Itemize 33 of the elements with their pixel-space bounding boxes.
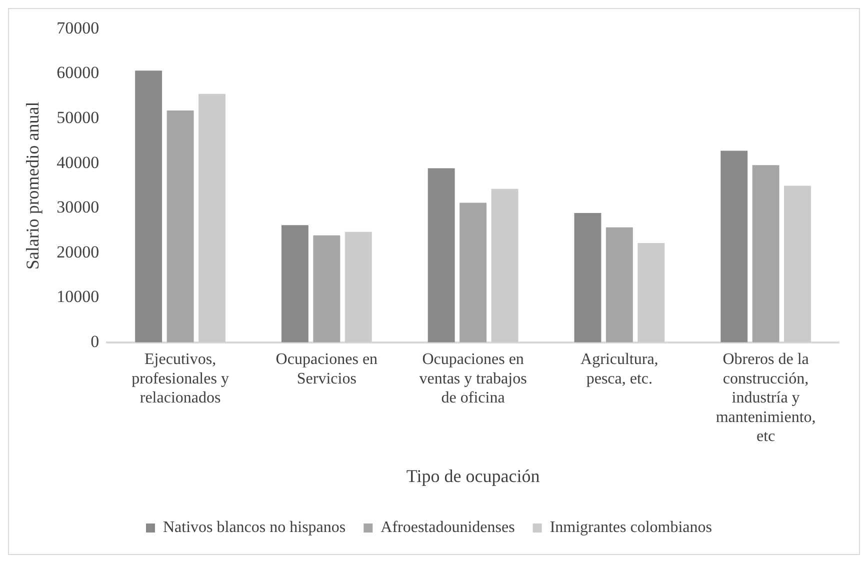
bar: [313, 235, 340, 342]
x-tick-label: Ocupaciones en Servicios: [276, 351, 378, 388]
bar: [428, 168, 455, 342]
legend-label: Afroestadounidenses: [380, 519, 515, 536]
legend-label: Nativos blancos no hispanos: [162, 519, 346, 536]
x-tick-label: Ejecutivos, profesionales y relacionados: [132, 351, 229, 407]
bar: [784, 186, 812, 342]
y-tick-label: 50000: [56, 108, 100, 128]
y-axis-title: Salario promedio anual: [22, 102, 43, 270]
x-tick-label: Agricultura, pesca, etc.: [580, 351, 658, 388]
legend-label: Inmigrantes colombianos: [550, 519, 712, 536]
bar: [638, 243, 665, 342]
bar: [606, 227, 633, 342]
bar: [574, 213, 602, 342]
bar: [135, 70, 162, 342]
x-axis-title: Tipo de ocupación: [406, 466, 540, 486]
bar: [752, 165, 780, 342]
x-tick-label: Obreros de la construcción, industría y mantenimiento, etc: [716, 351, 816, 446]
y-tick-label: 30000: [56, 198, 100, 217]
y-tick-label: 70000: [56, 18, 100, 38]
bar: [344, 232, 372, 342]
bar: [460, 202, 487, 342]
bar: [720, 150, 748, 342]
bar: [166, 110, 194, 342]
x-tick-label: Ocupaciones en ventas y trabajos de oficina: [419, 351, 527, 407]
y-tick-label: 0: [90, 332, 100, 351]
bar: [281, 225, 308, 342]
y-tick-label: 60000: [56, 63, 100, 82]
bar: [198, 94, 226, 342]
y-tick-label: 20000: [56, 242, 100, 262]
y-tick-label: 40000: [56, 152, 100, 172]
bar: [491, 188, 518, 342]
y-tick-label: 10000: [56, 287, 100, 306]
